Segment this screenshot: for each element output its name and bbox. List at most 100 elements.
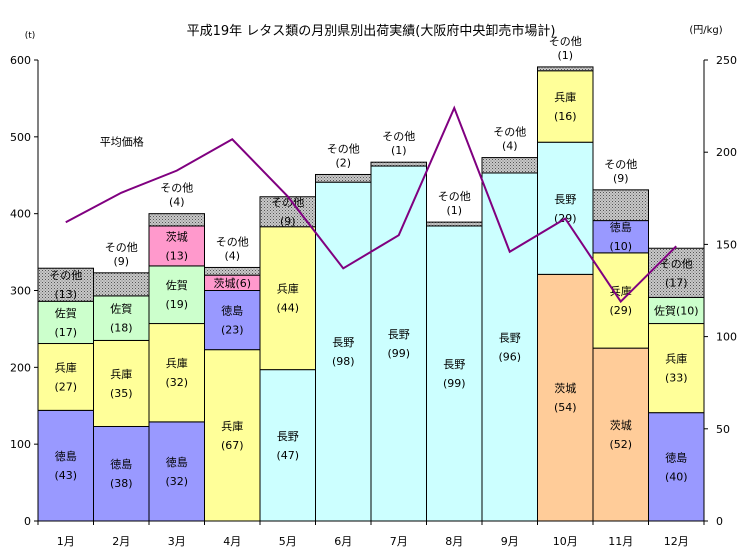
right-tick-label: 200 [716, 146, 737, 159]
bar-segment [481, 157, 538, 174]
segment-label: (40) [665, 470, 688, 483]
x-tick-label: 8月 [445, 535, 463, 548]
bar-segment [148, 323, 205, 423]
bar-segment [315, 181, 372, 522]
bar-segment [37, 343, 94, 411]
segment-label: (96) [498, 350, 521, 363]
segment-label: (10) [609, 240, 632, 253]
right-tick-label: 100 [716, 331, 737, 344]
above-bar-label: (2) [335, 156, 351, 169]
segment-label: (98) [332, 355, 355, 368]
bar-segment [537, 273, 594, 522]
above-bar-label: (9) [113, 255, 129, 268]
segment-label: (35) [110, 387, 133, 400]
bar-layer [37, 66, 705, 522]
bar-segment [370, 161, 427, 167]
segment-label: 茨城 [166, 229, 188, 243]
bar-segment [93, 272, 150, 297]
chart-title: 平成19年 レタス類の月別県別出荷実績(大阪府中央卸売市場計) [187, 23, 556, 39]
bar-segment [481, 172, 538, 522]
bar-segment [148, 225, 205, 267]
segment-label: (23) [221, 324, 244, 337]
segment-label: その他 [49, 269, 82, 282]
left-axis-unit: (t) [25, 31, 36, 41]
x-tick-label: 12月 [664, 535, 689, 548]
left-tick-label: 600 [10, 54, 31, 67]
segment-label: 徳島 [55, 449, 77, 463]
segment-label: その他 [271, 196, 304, 209]
segment-label: (32) [165, 475, 188, 488]
segment-label: 徳島 [221, 304, 243, 318]
segment-label: 徳島 [110, 457, 132, 471]
left-tick-label: 200 [10, 361, 31, 374]
segment-label: (54) [554, 401, 577, 414]
bar-segment [648, 247, 705, 298]
x-tick-label: 1月 [57, 535, 75, 548]
x-tick-label: 9月 [501, 535, 519, 548]
bar-segment [259, 369, 316, 522]
above-bar-label: その他 [160, 182, 193, 195]
bar-segment [204, 349, 261, 522]
segment-label: 徳島 [166, 455, 188, 469]
right-tick-label: 250 [716, 54, 737, 67]
bar-segment [537, 70, 594, 143]
left-tick-label: 0 [24, 515, 31, 528]
x-tick-label: 3月 [168, 535, 186, 548]
above-bar-label: その他 [105, 241, 138, 254]
bar-segment [537, 66, 594, 72]
price-line [65, 105, 677, 304]
segment-label: 佐賀 [166, 278, 188, 292]
segment-label: (99) [387, 347, 410, 360]
above-bar-label: その他 [216, 235, 249, 248]
left-tick-label: 400 [10, 208, 31, 221]
x-tick-label: 5月 [279, 535, 297, 548]
segment-label: (38) [110, 477, 133, 490]
axes: 0 100 200 300 400 500 600 0 50 100 150 200 250 1月 2月 3月… [10, 54, 737, 548]
above-bar-label: (4) [224, 249, 240, 262]
right-tick-label: 0 [716, 515, 723, 528]
bar-segment [592, 189, 649, 222]
segment-label: 長野 [443, 358, 465, 371]
left-tick-label: 500 [10, 131, 31, 144]
left-tick-label: 100 [10, 438, 31, 451]
segment-label: 兵庫 [55, 360, 77, 374]
segment-label: 長野 [554, 193, 576, 206]
above-bar-label: その他 [438, 190, 471, 203]
bar-segment [648, 323, 705, 414]
bar-segment [148, 213, 205, 227]
bar-segment [537, 141, 594, 275]
segment-label: (29) [609, 304, 632, 317]
x-tick-label: 10月 [553, 535, 578, 548]
segment-label: 兵庫 [277, 282, 299, 296]
bar-segment [259, 226, 316, 371]
bar-segment [204, 290, 261, 351]
segment-label: (52) [609, 438, 632, 451]
bar-segment [93, 295, 150, 341]
bar-segment [592, 347, 649, 522]
segment-label: 長野 [277, 430, 299, 443]
segment-label: (19) [165, 298, 188, 311]
above-bar-label: その他 [604, 158, 637, 171]
segment-label: 佐賀 [110, 302, 132, 316]
segment-label: 兵庫 [166, 356, 188, 370]
above-bar-label: (4) [169, 196, 185, 209]
x-tick-label: 4月 [223, 535, 241, 548]
bar-segment [370, 165, 427, 522]
right-tick-label: 50 [716, 423, 730, 436]
bar-segment [148, 421, 205, 522]
bar-segment [204, 266, 261, 276]
above-bar-label: その他 [327, 142, 360, 155]
bar-segment [93, 425, 150, 522]
bar-segment [315, 173, 372, 183]
segment-label: 茨城 [554, 381, 576, 395]
segment-label: (33) [665, 372, 688, 385]
segment-label: 兵庫 [665, 352, 687, 366]
segment-label: (32) [165, 376, 188, 389]
segment-label-layer: 徳島(43)兵庫(27)佐賀(17)その他(13)徳島(38)兵庫(35)佐賀(… [49, 35, 698, 490]
segment-label: 佐賀 [55, 306, 77, 320]
segment-label: 徳島 [665, 450, 687, 464]
x-tick-label: 2月 [112, 535, 130, 548]
segment-label: (99) [443, 377, 466, 390]
above-bar-label: (4) [502, 140, 518, 153]
